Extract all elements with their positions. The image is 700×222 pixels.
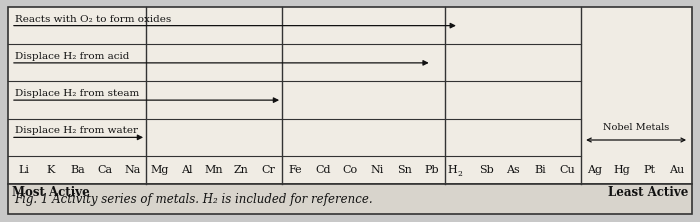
Text: Displace H₂ from water: Displace H₂ from water xyxy=(15,126,138,135)
Text: Nobel Metals: Nobel Metals xyxy=(603,123,670,132)
Text: Li: Li xyxy=(18,165,29,175)
Text: Displace H₂ from steam: Displace H₂ from steam xyxy=(15,89,139,98)
Text: Al: Al xyxy=(181,165,193,175)
Text: Pb: Pb xyxy=(424,165,439,175)
Text: Cr: Cr xyxy=(262,165,275,175)
Text: Ba: Ba xyxy=(71,165,85,175)
Text: Sn: Sn xyxy=(397,165,412,175)
Text: Ca: Ca xyxy=(97,165,113,175)
Text: Cu: Cu xyxy=(560,165,575,175)
Text: Ni: Ni xyxy=(370,165,384,175)
Text: Fe: Fe xyxy=(289,165,302,175)
Bar xyxy=(8,7,692,184)
Text: Au: Au xyxy=(668,165,684,175)
Text: Hg: Hg xyxy=(614,165,631,175)
Text: As: As xyxy=(506,165,520,175)
Text: Mg: Mg xyxy=(150,165,169,175)
Text: 2: 2 xyxy=(458,170,463,178)
Text: Mn: Mn xyxy=(204,165,223,175)
Bar xyxy=(8,184,692,214)
Text: Sb: Sb xyxy=(479,165,493,175)
Text: Least Active: Least Active xyxy=(608,186,688,198)
Text: Reacts with O₂ to form oxides: Reacts with O₂ to form oxides xyxy=(15,15,172,24)
Text: Cd: Cd xyxy=(315,165,330,175)
Text: K: K xyxy=(47,165,55,175)
Text: Ag: Ag xyxy=(587,165,602,175)
Text: Displace H₂ from acid: Displace H₂ from acid xyxy=(15,52,130,61)
Text: Most Active: Most Active xyxy=(12,186,90,198)
Text: Co: Co xyxy=(342,165,358,175)
Text: Na: Na xyxy=(124,165,141,175)
Text: Bi: Bi xyxy=(535,165,546,175)
Text: Fig. 1 Activity series of metals. H₂ is included for reference.: Fig. 1 Activity series of metals. H₂ is … xyxy=(14,192,372,206)
Text: H: H xyxy=(447,165,457,175)
Text: Pt: Pt xyxy=(643,165,655,175)
Text: Zn: Zn xyxy=(234,165,248,175)
